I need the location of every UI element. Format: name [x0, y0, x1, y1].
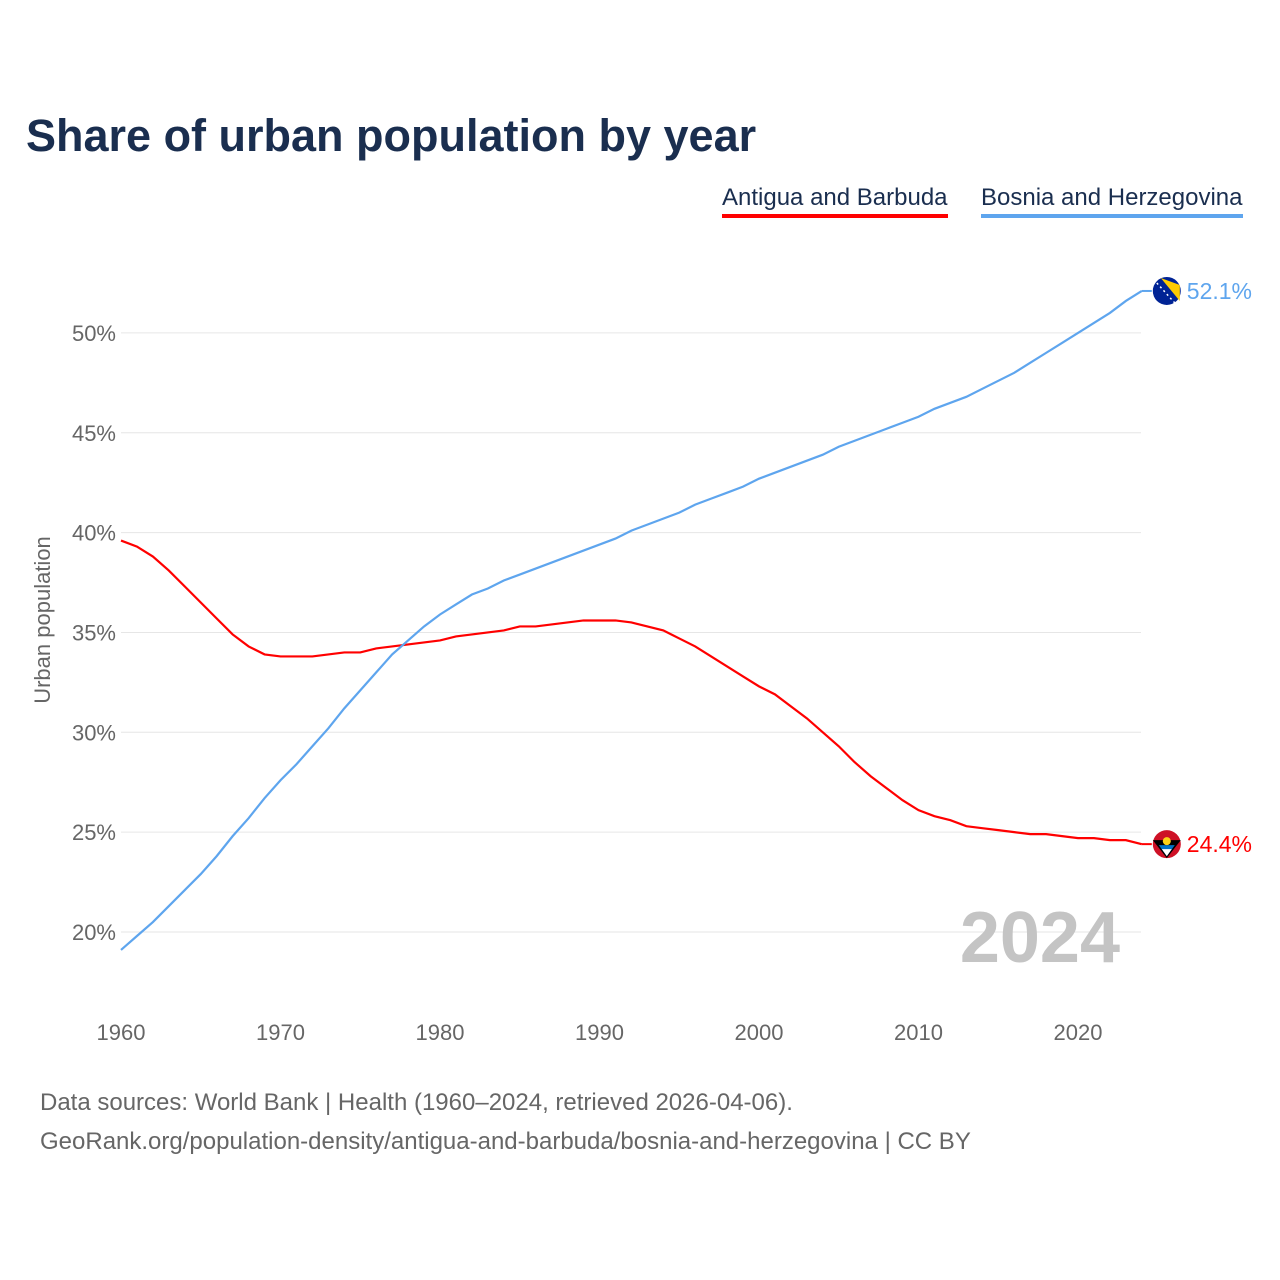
y-tick-label: 20%	[72, 920, 116, 945]
legend-antigua-and-barbuda[interactable]: Antigua and Barbuda	[722, 184, 948, 218]
y-tick-label: 35%	[72, 620, 116, 645]
y-axis-label: Urban population	[30, 536, 55, 704]
chart-title: Share of urban population by year	[26, 110, 757, 161]
antigua-flag-icon	[1162, 837, 1171, 846]
year-watermark: 2024	[960, 898, 1120, 978]
x-tick-label: 1960	[97, 1020, 146, 1045]
x-tick-label: 1980	[416, 1020, 465, 1045]
x-tick-label: 2010	[894, 1020, 943, 1045]
y-tick-label: 30%	[72, 720, 116, 745]
x-tick-label: 2000	[735, 1020, 784, 1045]
bosnia-flag-icon	[1160, 277, 1180, 301]
x-tick-label: 1990	[575, 1020, 624, 1045]
x-tick-label: 1970	[256, 1020, 305, 1045]
y-tick-label: 50%	[72, 321, 116, 346]
footer-url: GeoRank.org/population-density/antigua-a…	[40, 1128, 971, 1155]
series-line-bosnia-and-herzegovina	[120, 290, 1143, 951]
end-value-label: 24.4%	[1187, 831, 1252, 857]
y-tick-label: 25%	[72, 820, 116, 845]
end-value-label: 52.1%	[1187, 278, 1252, 304]
series-line-antigua-and-barbuda	[120, 539, 1143, 846]
y-tick-label: 45%	[72, 421, 116, 446]
antigua-flag-icon	[1161, 849, 1172, 857]
footer-sources: Data sources: World Bank | Health (1960–…	[40, 1089, 793, 1116]
x-tick-label: 2020	[1054, 1020, 1103, 1045]
legend-bosnia-and-herzegovina[interactable]: Bosnia and Herzegovina	[981, 184, 1243, 218]
y-tick-label: 40%	[72, 521, 116, 546]
